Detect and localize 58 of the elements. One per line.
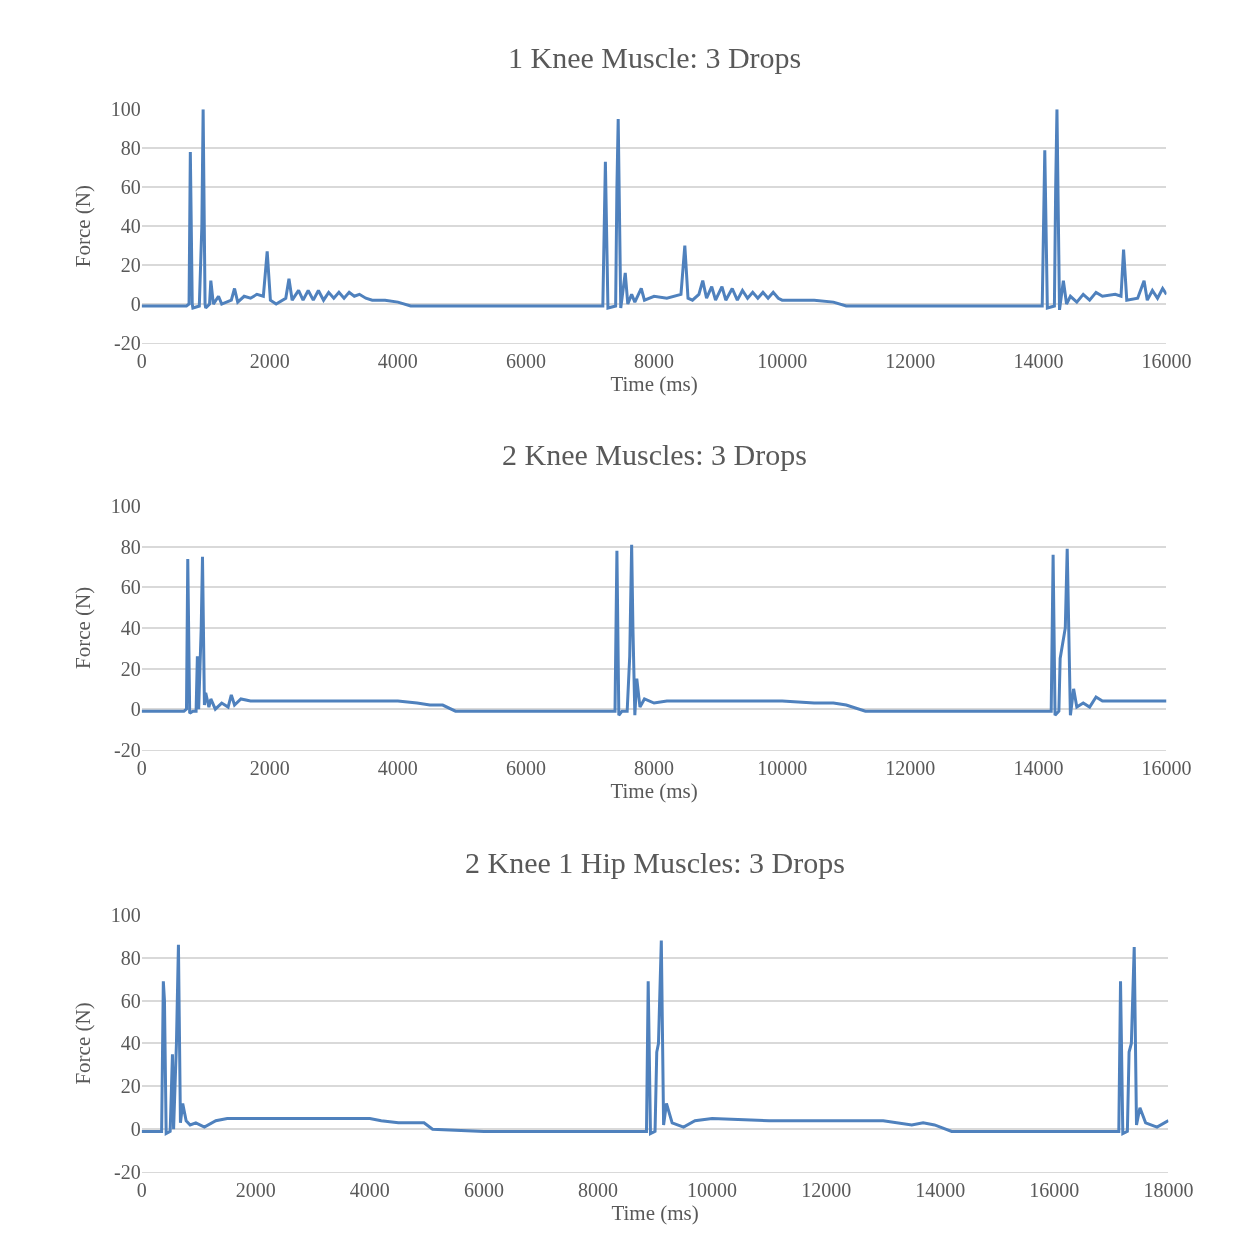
chart-title: 1 Knee Muscle: 3 Drops [508,41,802,74]
y-tick-label: 20 [120,254,141,277]
x-tick-label: 14000 [915,1179,966,1202]
y-tick-label: -20 [113,1161,141,1184]
x-tick-label: 12000 [801,1179,852,1202]
y-tick-label: 40 [120,215,141,238]
y-axis-title: Force (N) [70,185,95,268]
y-tick-label: 20 [120,657,141,680]
y-tick-label: 60 [120,989,141,1012]
y-tick-label: 40 [120,616,141,639]
x-axis-title: Time (ms) [610,372,698,397]
x-tick-label: 14000 [1013,756,1064,779]
y-tick-label: 20 [120,1075,141,1098]
chart-title: 2 Knee 1 Hip Muscles: 3 Drops [465,846,845,879]
x-tick-label: 10000 [757,350,808,373]
x-tick-label: 6000 [505,756,546,779]
x-tick-label: 2000 [249,756,290,779]
y-tick-label: 100 [110,495,141,518]
x-tick-label: 8000 [578,1179,618,1202]
y-tick-label: 40 [120,1032,141,1055]
y-tick-label: 0 [130,698,141,721]
x-tick-label: 6000 [505,350,546,373]
y-tick-label: 100 [110,98,141,121]
x-tick-label: 6000 [463,1179,504,1202]
y-tick-label: -20 [113,332,141,355]
x-tick-label: 8000 [634,350,675,373]
y-tick-label: -20 [113,738,141,761]
y-axis-title: Force (N) [70,586,95,670]
y-tick-label: 80 [120,137,141,160]
y-tick-label: 0 [130,1118,141,1141]
x-tick-label: 16000 [1141,756,1192,779]
x-tick-label: 10000 [687,1179,738,1202]
x-tick-label: 14000 [1013,350,1064,373]
x-tick-label: 12000 [885,350,936,373]
y-tick-label: 80 [120,946,141,969]
x-tick-label: 12000 [885,756,936,779]
y-tick-label: 0 [130,293,141,316]
y-tick-label: 100 [110,903,141,926]
x-tick-label: 10000 [757,756,808,779]
x-tick-label: 18000 [1143,1179,1194,1202]
x-tick-label: 16000 [1029,1179,1080,1202]
y-tick-label: 60 [120,176,141,199]
line-series [141,543,1167,717]
y-tick-label: 60 [120,576,141,599]
x-axis-title: Time (ms) [611,1201,699,1226]
y-axis-title: Force (N) [70,1002,95,1085]
x-tick-label: 4000 [349,1179,390,1202]
x-tick-label: 2000 [235,1179,276,1202]
x-tick-label: 2000 [249,350,290,373]
y-tick-label: 80 [120,535,141,558]
chart-title: 2 Knee Muscles: 3 Drops [502,438,807,471]
x-tick-label: 8000 [634,756,675,779]
x-tick-label: 4000 [377,350,418,373]
x-axis-title: Time (ms) [610,778,698,803]
x-tick-label: 16000 [1141,350,1192,373]
line-series [141,109,1167,312]
x-tick-label: 4000 [377,756,418,779]
line-series [141,939,1169,1136]
